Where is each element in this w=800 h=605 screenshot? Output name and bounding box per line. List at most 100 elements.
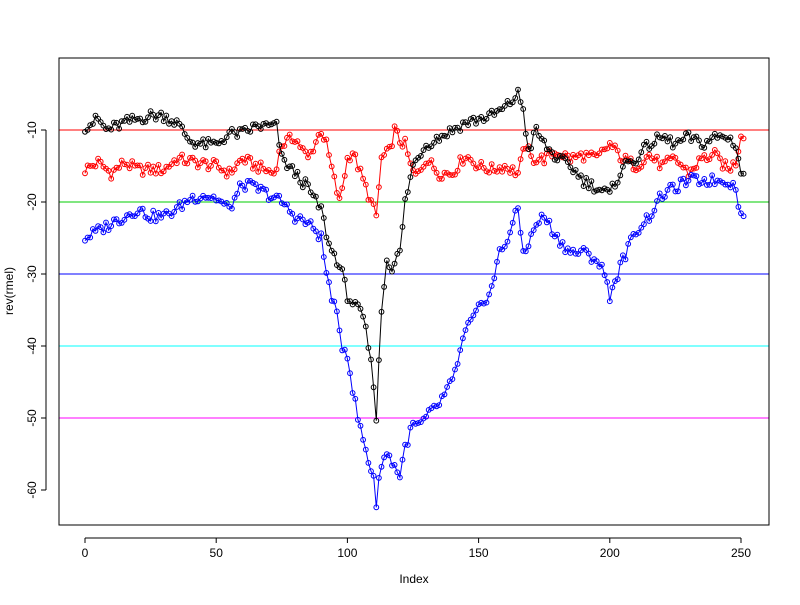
- data-point: [150, 111, 157, 118]
- data-point: [378, 308, 385, 315]
- data-point: [740, 213, 747, 220]
- data-point: [328, 297, 335, 304]
- data-point: [717, 155, 723, 162]
- data-point: [449, 172, 456, 179]
- data-point: [87, 122, 94, 128]
- data-point: [606, 189, 613, 195]
- x-tick-label: 100: [337, 546, 357, 560]
- data-point: [386, 143, 393, 150]
- data-point: [236, 126, 243, 132]
- data-point: [659, 159, 666, 166]
- data-point: [654, 153, 660, 160]
- data-point: [213, 158, 220, 165]
- data-point: [397, 474, 403, 481]
- data-point: [378, 463, 385, 470]
- data-point: [641, 221, 647, 228]
- data-point: [625, 158, 632, 165]
- series-2: [82, 86, 747, 424]
- data-point: [145, 114, 151, 121]
- data-point: [334, 308, 340, 315]
- data-point: [389, 462, 395, 469]
- data-point: [168, 213, 175, 220]
- data-point: [732, 162, 739, 169]
- data-point: [111, 119, 117, 126]
- data-point: [139, 119, 146, 126]
- data-point: [365, 196, 372, 203]
- data-point: [667, 181, 674, 188]
- data-point: [87, 234, 94, 241]
- data-point: [441, 169, 448, 176]
- data-point: [617, 259, 624, 266]
- data-point: [126, 165, 133, 172]
- data-point: [402, 441, 409, 448]
- data-point: [124, 113, 130, 120]
- data-point: [496, 164, 503, 171]
- data-point: [638, 149, 645, 156]
- data-point: [173, 117, 180, 124]
- data-point: [234, 190, 241, 197]
- data-point: [370, 472, 377, 479]
- data-point: [160, 168, 167, 175]
- data-point: [509, 99, 516, 106]
- data-point: [604, 279, 611, 285]
- data-point: [465, 122, 472, 128]
- y-axis-title: rev(rmel): [2, 267, 16, 315]
- data-point: [368, 197, 374, 203]
- data-point: [163, 112, 170, 119]
- data-point: [683, 182, 689, 189]
- data-point: [436, 402, 443, 409]
- data-point: [391, 123, 398, 130]
- data-point: [391, 260, 398, 267]
- data-point: [239, 126, 246, 132]
- data-point: [313, 139, 319, 145]
- data-point: [683, 164, 689, 171]
- data-point: [596, 186, 603, 193]
- data-point: [137, 206, 144, 213]
- data-point: [525, 243, 532, 250]
- data-point: [525, 146, 532, 153]
- data-point: [580, 157, 587, 164]
- data-point: [271, 170, 277, 177]
- y-tick-label: -60: [25, 481, 39, 499]
- data-point: [680, 175, 687, 182]
- data-point: [664, 154, 671, 161]
- data-point: [578, 172, 584, 179]
- data-point: [318, 203, 325, 210]
- data-point: [118, 157, 125, 164]
- data-point: [620, 163, 626, 170]
- data-point: [362, 323, 369, 330]
- data-point: [213, 197, 220, 204]
- data-point: [701, 152, 708, 158]
- data-point: [260, 185, 267, 192]
- data-point: [194, 140, 201, 146]
- data-point: [268, 169, 275, 176]
- data-point: [719, 165, 726, 172]
- data-point: [397, 140, 403, 146]
- data-point: [310, 148, 317, 155]
- data-point: [152, 116, 159, 123]
- data-point: [460, 335, 466, 342]
- data-point: [491, 112, 498, 118]
- data-point: [368, 356, 374, 363]
- data-point: [223, 200, 230, 206]
- data-point: [90, 121, 96, 127]
- data-point: [494, 258, 500, 265]
- data-point: [173, 160, 180, 167]
- data-point: [433, 169, 440, 176]
- y-tick-label: -40: [25, 337, 39, 355]
- x-axis: 0 50 100 150 200 250: [82, 537, 751, 560]
- data-point: [108, 126, 115, 133]
- y-tick-label: -20: [25, 193, 39, 211]
- data-point: [491, 275, 498, 282]
- data-point: [160, 118, 167, 125]
- x-tick-label: 250: [731, 546, 751, 560]
- data-point: [572, 167, 579, 173]
- data-point: [415, 420, 422, 426]
- data-point: [675, 188, 681, 195]
- data-point: [604, 145, 611, 152]
- data-point: [436, 175, 443, 182]
- data-point: [441, 391, 448, 398]
- data-point: [365, 345, 372, 351]
- data-point: [173, 204, 180, 210]
